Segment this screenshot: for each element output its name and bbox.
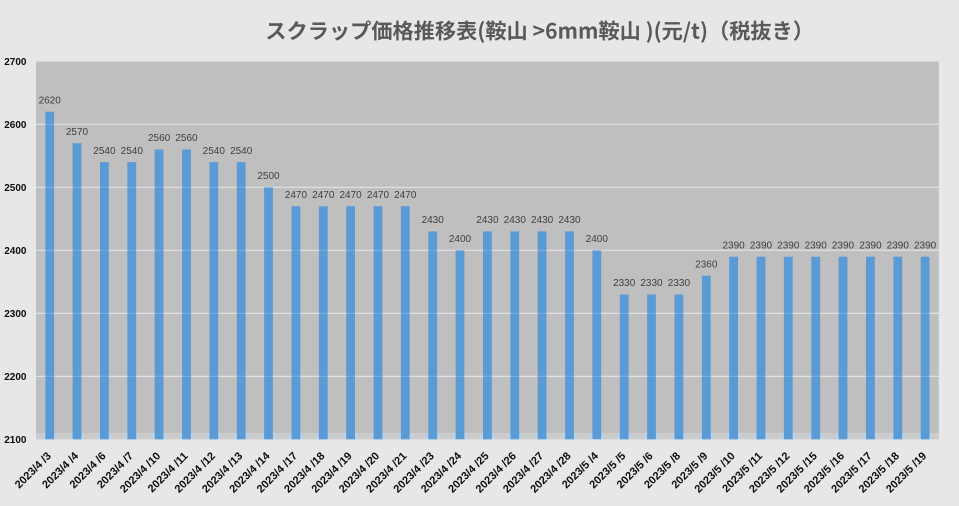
svg-text:2390: 2390 — [722, 240, 745, 251]
svg-text:2540: 2540 — [203, 146, 226, 157]
svg-text:2390: 2390 — [832, 240, 855, 251]
svg-text:2200: 2200 — [4, 372, 27, 383]
svg-text:2100: 2100 — [4, 435, 27, 446]
svg-text:2430: 2430 — [531, 215, 554, 226]
svg-text:2430: 2430 — [504, 215, 527, 226]
svg-text:2300: 2300 — [4, 309, 27, 320]
svg-text:2540: 2540 — [121, 146, 144, 157]
svg-text:2330: 2330 — [613, 278, 636, 289]
svg-text:2390: 2390 — [805, 240, 828, 251]
svg-text:2560: 2560 — [175, 133, 198, 144]
svg-text:2570: 2570 — [66, 127, 89, 138]
svg-text:2470: 2470 — [367, 190, 390, 201]
svg-text:2330: 2330 — [668, 278, 691, 289]
svg-text:2470: 2470 — [285, 190, 308, 201]
svg-text:2470: 2470 — [394, 190, 417, 201]
svg-text:2620: 2620 — [39, 95, 62, 106]
svg-text:2400: 2400 — [586, 234, 609, 245]
svg-text:2390: 2390 — [859, 240, 882, 251]
svg-text:2390: 2390 — [750, 240, 773, 251]
svg-text:2390: 2390 — [887, 240, 910, 251]
svg-text:2560: 2560 — [148, 133, 171, 144]
svg-text:2390: 2390 — [777, 240, 800, 251]
svg-text:2400: 2400 — [4, 246, 27, 257]
svg-text:2470: 2470 — [339, 190, 362, 201]
svg-text:2430: 2430 — [422, 215, 445, 226]
svg-text:2390: 2390 — [914, 240, 937, 251]
svg-text:2430: 2430 — [476, 215, 499, 226]
svg-text:2540: 2540 — [93, 146, 116, 157]
svg-text:2400: 2400 — [449, 234, 472, 245]
svg-text:2330: 2330 — [640, 278, 663, 289]
svg-text:2470: 2470 — [312, 190, 335, 201]
svg-text:2430: 2430 — [558, 215, 581, 226]
svg-text:2500: 2500 — [4, 183, 27, 194]
svg-text:2360: 2360 — [695, 259, 718, 270]
svg-text:2500: 2500 — [257, 171, 280, 182]
svg-text:2540: 2540 — [230, 146, 253, 157]
svg-text:2700: 2700 — [4, 57, 27, 68]
svg-text:2600: 2600 — [4, 120, 27, 131]
